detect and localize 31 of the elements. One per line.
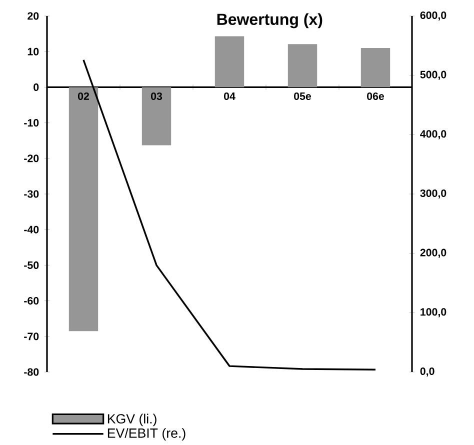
x-tick-label: 02 [78,92,89,100]
chart-title: Bewertung (x) [217,13,322,28]
y-tick-label: -30 [24,190,39,198]
y-tick-label: -40 [24,226,39,234]
bar [142,87,172,146]
y-tick-label: -80 [24,368,39,376]
x-tick-label: 04 [224,92,236,100]
legend-label: EV/EBIT (re.) [108,428,186,440]
x-tick-label: 05e [294,92,312,100]
y2-tick-label: 200,0 [420,248,446,258]
bar [288,44,318,88]
x-tick-label: 06e [367,92,384,100]
y-tick-label: -70 [24,332,39,340]
y-tick-label: -50 [24,261,39,269]
y2-tick-label: 500,0 [420,70,446,80]
x-tick-label: 03 [150,92,162,100]
y2-tick-label: 400,0 [420,130,446,140]
y-tick-label: -60 [24,297,39,305]
y-tick-label: -10 [24,119,39,127]
y2-tick-label: 300,0 [420,189,446,199]
y2-tick-label: 600,0 [420,11,446,21]
bar [360,48,390,88]
bar [68,87,98,332]
bar [214,36,244,88]
y2-tick-label: 100,0 [420,308,446,318]
y-tick-label: 10 [28,48,39,56]
legend-label: KGV (li.) [108,414,156,426]
y2-tick-label: 0,0 [420,367,434,377]
y-tick-label: -20 [24,154,39,162]
y-tick-label: 0 [34,83,39,91]
y-tick-label: 20 [28,12,39,20]
